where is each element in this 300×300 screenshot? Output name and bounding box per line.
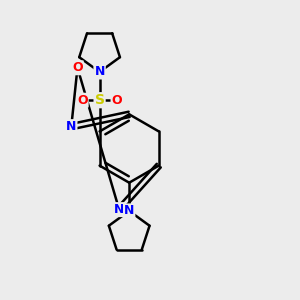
Text: N: N: [66, 120, 76, 133]
Text: N: N: [114, 203, 124, 216]
Text: O: O: [112, 94, 122, 107]
Text: S: S: [94, 93, 105, 107]
Text: O: O: [72, 61, 83, 74]
Text: N: N: [94, 65, 105, 79]
Text: N: N: [124, 204, 134, 218]
Text: O: O: [77, 94, 88, 107]
